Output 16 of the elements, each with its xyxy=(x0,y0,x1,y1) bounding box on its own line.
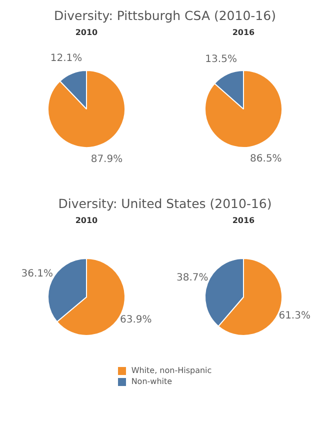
chart-subtitle: 2010 xyxy=(74,28,99,39)
data-label: 61.3% xyxy=(278,310,310,322)
legend-label: Non-white xyxy=(131,377,172,386)
data-label: 36.1% xyxy=(21,268,54,280)
data-label: 86.5% xyxy=(250,153,282,164)
data-label: 63.9% xyxy=(120,314,152,326)
chart-subtitle: 2010 xyxy=(74,216,99,227)
data-label: 87.9% xyxy=(90,154,123,166)
data-label: 12.1% xyxy=(50,52,82,64)
chart-subtitle: 2016 xyxy=(231,216,256,227)
chart-title: Diversity: United States (2010-16) xyxy=(57,196,273,211)
data-label: 38.7% xyxy=(176,272,208,284)
legend-label: White, non-Hispanic xyxy=(131,366,212,375)
chart-subtitle: 2016 xyxy=(231,28,256,39)
data-label: 13.5% xyxy=(205,54,237,65)
text: Diversity: Pittsburgh CSA (2010-16) xyxy=(53,8,277,23)
